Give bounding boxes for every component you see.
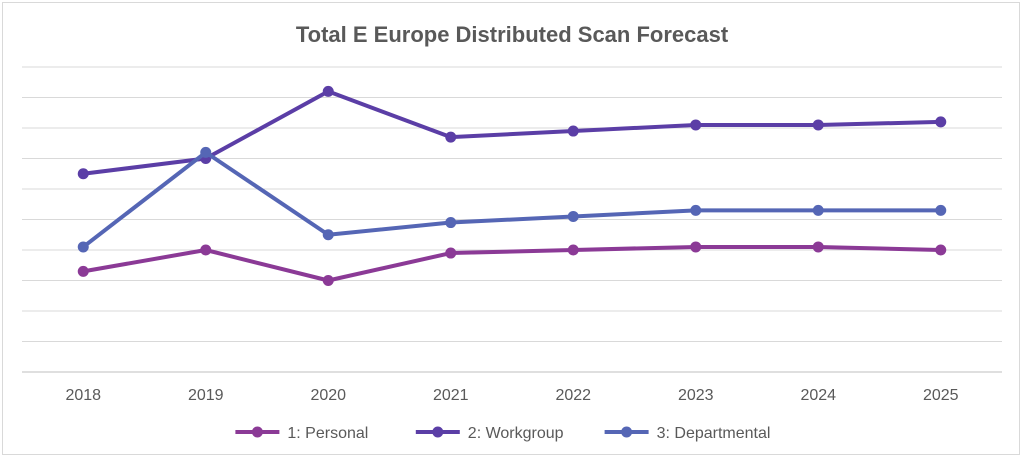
x-tick-label: 2023 — [678, 387, 714, 404]
data-point — [690, 119, 702, 131]
x-tick-label: 2018 — [65, 387, 101, 404]
data-point — [935, 204, 947, 216]
data-point — [445, 217, 457, 229]
series-3-departmental — [77, 146, 947, 253]
data-point — [200, 244, 212, 256]
data-point — [77, 241, 89, 253]
x-tick-label: 2021 — [433, 387, 469, 404]
chart-title: Total E Europe Distributed Scan Forecast — [295, 22, 729, 47]
data-point — [812, 119, 824, 131]
legend-swatch-marker — [621, 426, 633, 438]
legend-label: 2: Workgroup — [468, 425, 564, 442]
x-tick-label: 2025 — [923, 387, 959, 404]
data-point — [935, 116, 947, 128]
series-1-personal — [77, 241, 947, 286]
data-point — [690, 204, 702, 216]
data-point — [445, 247, 457, 259]
series-line — [81, 150, 943, 249]
x-tick-label: 2020 — [310, 387, 346, 404]
legend-label: 3: Departmental — [657, 425, 771, 442]
legend-swatch-marker — [251, 426, 263, 438]
data-point — [935, 244, 947, 256]
data-point — [77, 168, 89, 180]
data-point — [322, 85, 334, 97]
legend-entry: 1: Personal — [235, 425, 368, 442]
series-line — [81, 244, 943, 283]
data-point — [567, 244, 579, 256]
legend-entry: 3: Departmental — [604, 425, 771, 442]
data-point — [322, 229, 334, 241]
data-point — [200, 146, 212, 158]
data-point — [567, 210, 579, 222]
series-2-workgroup — [77, 85, 947, 180]
series-line — [81, 89, 943, 176]
data-point — [690, 241, 702, 253]
x-tick-label: 2024 — [800, 387, 836, 404]
data-point — [77, 265, 89, 277]
data-point — [812, 204, 824, 216]
x-tick-label: 2022 — [555, 387, 591, 404]
data-point — [812, 241, 824, 253]
data-point — [445, 131, 457, 143]
x-axis-ticks: 2018 2019 2020 2021 2022 2023 2024 2025 — [65, 387, 958, 404]
legend-label: 1: Personal — [287, 425, 368, 442]
series-lines — [77, 85, 947, 286]
legend-swatch-marker — [432, 426, 444, 438]
x-tick-label: 2019 — [188, 387, 224, 404]
legend-entry: 2: Workgroup — [415, 425, 564, 442]
legend: 1: Personal 2: Workgroup 3: Departmental — [235, 425, 770, 442]
data-point — [322, 275, 334, 286]
data-point — [567, 125, 579, 137]
